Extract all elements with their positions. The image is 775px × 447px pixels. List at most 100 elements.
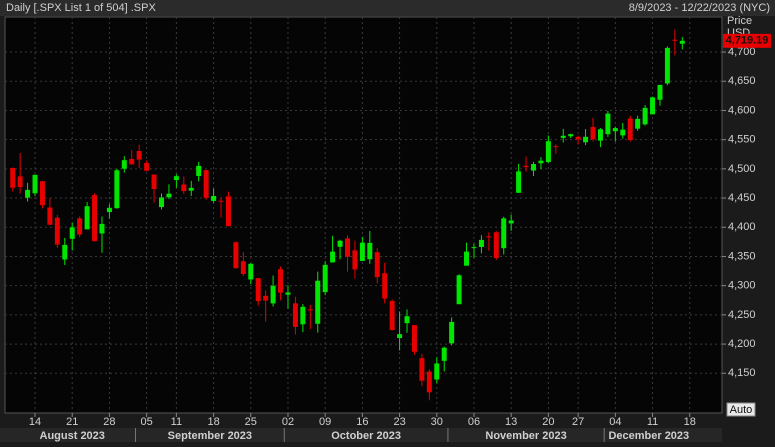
- candle-body: [389, 300, 395, 330]
- y-tick-label: 4,350: [728, 250, 756, 262]
- x-tick-label: 11: [647, 416, 658, 428]
- candle-body: [441, 347, 447, 361]
- x-tick-label: 04: [609, 416, 621, 428]
- candle-body: [159, 197, 164, 208]
- candle-body: [553, 146, 559, 148]
- y-tick-label: 4,200: [728, 338, 756, 350]
- candle-body: [367, 242, 373, 260]
- x-tick-label: 05: [140, 416, 152, 428]
- x-tick-label: 02: [282, 416, 294, 428]
- auto-button-label[interactable]: Auto: [730, 404, 753, 416]
- y-tick-label: 4,400: [728, 221, 756, 233]
- candle-body: [404, 316, 410, 324]
- header-bar: [0, 0, 775, 16]
- month-bar: [0, 428, 722, 442]
- candle-body: [545, 141, 551, 163]
- plot-area: [4, 16, 723, 414]
- candle-body: [374, 252, 380, 278]
- candle-body: [47, 207, 53, 225]
- y-tick-label: 4,150: [728, 367, 756, 379]
- candle-body: [523, 165, 529, 168]
- candle-body: [597, 129, 603, 141]
- candle-body: [240, 261, 246, 274]
- candle-body: [233, 242, 239, 269]
- y-tick-label: 4,250: [728, 309, 756, 321]
- x-tick-label: 23: [393, 416, 405, 428]
- candle-body: [106, 207, 112, 213]
- candle-body: [39, 181, 45, 206]
- candle-body: [144, 162, 150, 171]
- candle-body: [352, 250, 358, 270]
- candle-body: [471, 247, 477, 249]
- y-tick-label: 4,550: [728, 134, 756, 146]
- candle-body: [17, 176, 23, 188]
- candle-body: [508, 220, 514, 224]
- candle-body: [211, 196, 217, 201]
- auto-button[interactable]: Auto: [726, 402, 756, 417]
- y-tick-label: 4,700: [728, 46, 756, 58]
- candle-body: [10, 167, 16, 188]
- candle-body: [166, 193, 172, 198]
- candle-body: [77, 218, 83, 235]
- candle-body: [493, 232, 499, 259]
- candle-body: [650, 97, 656, 115]
- month-label: September 2023: [168, 430, 252, 442]
- x-tick-label: 30: [431, 416, 443, 428]
- y-axis-label: Price: [727, 15, 752, 27]
- candle-body: [449, 321, 455, 344]
- candle-body: [501, 218, 507, 249]
- candle-body: [300, 306, 306, 325]
- candle-body: [225, 196, 231, 226]
- candle-body: [627, 118, 633, 141]
- candle-body: [605, 113, 611, 135]
- x-tick-label: 20: [542, 416, 554, 428]
- candle-body: [464, 251, 470, 266]
- x-tick-label: 14: [29, 416, 41, 428]
- candle-body: [25, 189, 31, 198]
- candle-body: [285, 292, 291, 295]
- candle-body: [434, 363, 440, 380]
- candle-body: [635, 118, 641, 129]
- y-tick-label: 4,450: [728, 192, 756, 204]
- candle-body: [136, 150, 142, 160]
- x-tick-label: 28: [103, 416, 115, 428]
- candle-body: [292, 303, 298, 327]
- candle-body: [32, 174, 38, 194]
- candle-body: [426, 371, 432, 393]
- candle-body: [203, 170, 209, 198]
- candle-body: [538, 160, 544, 164]
- x-tick-label: 16: [356, 416, 368, 428]
- x-tick-label: 11: [171, 416, 182, 428]
- candle-body: [657, 84, 663, 100]
- auto-button-box[interactable]: [726, 402, 756, 417]
- candle-body: [568, 134, 574, 137]
- date-range: 8/9/2023 - 12/22/2023 (NYC): [629, 2, 770, 14]
- candle-body: [270, 285, 276, 304]
- candle-body: [99, 223, 105, 234]
- candle-body: [263, 295, 269, 301]
- x-tick-label: 06: [468, 416, 480, 428]
- x-tick-label: 25: [245, 416, 257, 428]
- candle-body: [411, 325, 417, 352]
- candle-body: [382, 273, 388, 299]
- candle-body: [590, 126, 596, 140]
- candle-body: [173, 176, 179, 180]
- month-label: October 2023: [331, 430, 401, 442]
- x-tick-label: 27: [572, 416, 584, 428]
- candle-body: [679, 40, 685, 44]
- x-tick-label: 09: [319, 416, 331, 428]
- x-tick-label: 21: [66, 416, 78, 428]
- candle-body: [337, 240, 343, 247]
- y-tick-label: 4,300: [728, 280, 756, 292]
- candle-body: [84, 206, 90, 230]
- candle-body: [151, 174, 157, 190]
- y-tick-label: 4,650: [728, 75, 756, 87]
- last-price-box: [723, 33, 771, 48]
- month-label: November 2023: [485, 430, 566, 442]
- candle-body: [560, 135, 566, 138]
- candle-body: [486, 236, 492, 238]
- candle-body: [315, 280, 321, 324]
- candle-body: [278, 269, 284, 293]
- candle-body: [330, 251, 336, 263]
